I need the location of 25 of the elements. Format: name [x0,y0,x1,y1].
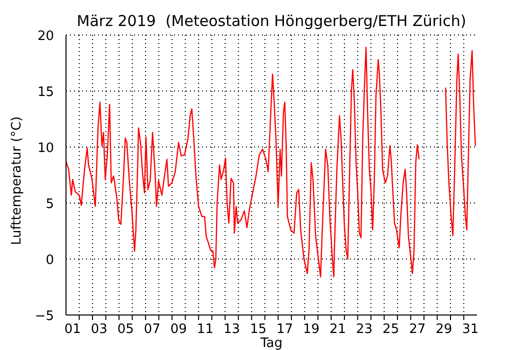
x-tick-label: 09 [170,322,187,337]
y-tick-label: 5 [46,197,54,212]
x-axis-title: Tag [259,336,283,350]
x-tick-label: 29 [436,322,452,337]
x-tick-label: 13 [223,322,240,337]
x-tick-label: 23 [356,322,373,337]
x-tick-label: 05 [117,322,134,337]
y-tick-label: 20 [37,29,54,44]
x-tick-label: 31 [462,322,479,337]
y-tick-label: 10 [37,141,54,156]
x-tick-label: 19 [303,322,320,337]
x-tick-label: 21 [330,322,346,337]
y-axis-title: Lufttemperatur (°C) [10,116,25,245]
x-tick-label: 11 [196,322,214,337]
x-tick-label: 25 [382,322,400,337]
y-tick-label: 0 [46,253,54,268]
x-tick-label: 03 [90,322,108,337]
x-tick-label: 15 [250,322,267,337]
y-tick-label: 15 [37,85,54,100]
x-tick-label: 27 [409,322,426,337]
x-tick-label: 01 [64,322,81,337]
x-tick-label: 17 [276,322,294,337]
x-tick-label: 07 [144,322,160,337]
chart-title: März 2019 (Meteostation Hönggerberg/ETH Zürich) [76,12,468,30]
y-tick-label: −5 [34,309,54,324]
